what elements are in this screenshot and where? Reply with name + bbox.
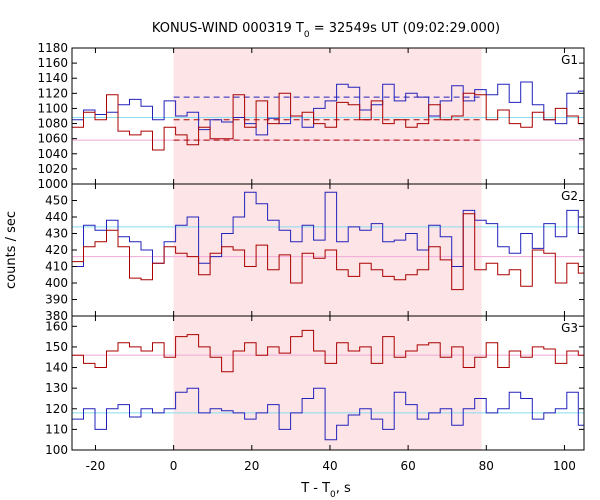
y-tick-label: 1000 (37, 177, 68, 191)
panel-g3-blue-series (72, 387, 584, 441)
y-tick-label: 1180 (37, 41, 68, 55)
y-tick-label: 1020 (37, 162, 68, 176)
x-tick-label: -20 (86, 459, 106, 473)
y-tick-label: 380 (45, 309, 68, 323)
y-tick-label: 450 (45, 194, 68, 208)
chart-title: KONUS-WIND 000319 T0 = 32549s UT (09:02:… (152, 21, 500, 40)
y-tick-label: 100 (45, 443, 68, 457)
y-tick-label: 1040 (37, 147, 68, 161)
x-tick-label: 0 (170, 459, 178, 473)
x-tick-label: 20 (244, 459, 259, 473)
y-tick-label: 420 (45, 243, 68, 257)
shaded-interval (173, 48, 482, 450)
y-tick-label: 1080 (37, 117, 68, 131)
y-tick-label: 1120 (37, 86, 68, 100)
y-tick-label: 390 (45, 293, 68, 307)
x-axis-label: T - T0, s (300, 481, 351, 500)
y-tick-label: 160 (45, 319, 68, 333)
panel-g3-frame (71, 315, 585, 451)
x-tick-label: 60 (400, 459, 415, 473)
y-tick-label: 1060 (37, 132, 68, 146)
panel-g1-red-series (72, 92, 584, 151)
y-tick-label: 150 (45, 340, 68, 354)
y-tick-label: 400 (45, 276, 68, 290)
y-tick-label: 130 (45, 381, 68, 395)
y-tick-label: 430 (45, 227, 68, 241)
y-tick-label: 440 (45, 210, 68, 224)
x-tick-label: 40 (322, 459, 337, 473)
y-tick-label: 140 (45, 361, 68, 375)
y-tick-label: 120 (45, 402, 68, 416)
y-tick-label: 1100 (37, 101, 68, 115)
panel-g1-blue-series (72, 81, 584, 136)
panel-label: G2 (561, 189, 578, 203)
y-tick-label: 1140 (37, 71, 68, 85)
x-tick-label: 80 (479, 459, 494, 473)
y-tick-label: 410 (45, 260, 68, 274)
panel-label: G1 (561, 53, 578, 67)
panel-label: G3 (561, 321, 578, 335)
y-axis-label: counts / sec (4, 211, 19, 289)
panel-g2-red-series (72, 213, 584, 291)
y-tick-label: 110 (45, 422, 68, 436)
panel-g3-red-series (72, 329, 584, 373)
x-tick-label: 100 (553, 459, 576, 473)
y-tick-label: 1160 (37, 56, 68, 70)
plot-area: 1000102010401060108011001120114011601180… (37, 41, 585, 473)
